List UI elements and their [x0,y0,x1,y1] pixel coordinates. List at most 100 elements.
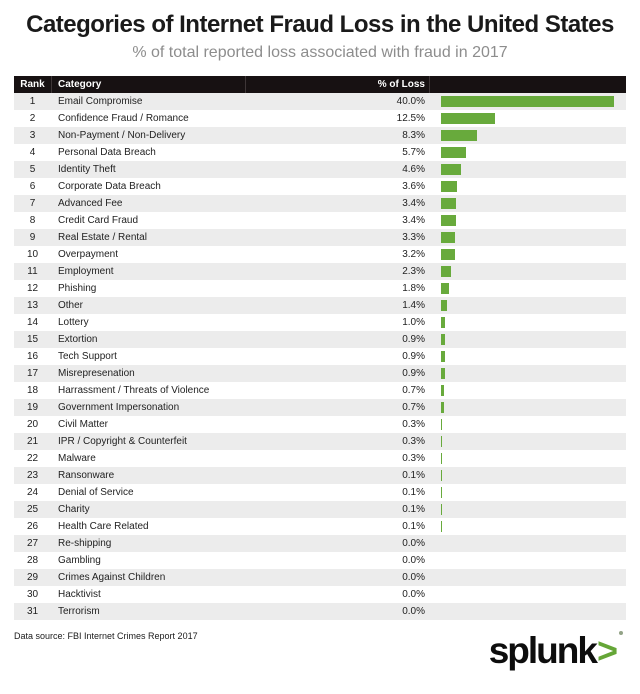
bar-cell [430,297,626,314]
bar-cell [430,93,626,110]
category-cell: Extortion [52,331,246,348]
loss-pct-cell: 0.7% [246,399,430,416]
loss-pct-cell: 12.5% [246,110,430,127]
loss-pct-cell: 0.3% [246,416,430,433]
loss-bar [441,300,447,311]
table-row: 25 Charity 0.1% [14,501,626,518]
rank-cell: 2 [14,110,52,127]
category-cell: Denial of Service [52,484,246,501]
category-cell: Government Impersonation [52,399,246,416]
bar-cell [430,263,626,280]
table-row: 19 Government Impersonation 0.7% [14,399,626,416]
bar-cell [430,314,626,331]
loss-pct-cell: 0.1% [246,484,430,501]
loss-bar [441,317,445,328]
loss-pct-cell: 3.6% [246,178,430,195]
category-cell: Email Compromise [52,93,246,110]
category-cell: Lottery [52,314,246,331]
loss-pct-cell: 0.0% [246,603,430,620]
splunk-logo: splunk> [489,632,626,669]
rank-cell: 29 [14,569,52,586]
category-cell: Hacktivist [52,586,246,603]
loss-bar [441,164,461,175]
category-cell: Ransonware [52,467,246,484]
category-cell: Credit Card Fraud [52,212,246,229]
bar-cell [430,246,626,263]
loss-bar [441,368,445,379]
table-row: 9 Real Estate / Rental 3.3% [14,229,626,246]
category-cell: Real Estate / Rental [52,229,246,246]
table-row: 28 Gambling 0.0% [14,552,626,569]
header-rank: Rank [14,76,52,93]
rank-cell: 20 [14,416,52,433]
bar-cell [430,569,626,586]
loss-bar [441,232,455,243]
rank-cell: 5 [14,161,52,178]
category-cell: Personal Data Breach [52,144,246,161]
category-cell: Re-shipping [52,535,246,552]
table-row: 17 Misrepresenation 0.9% [14,365,626,382]
bar-cell [430,535,626,552]
bar-cell [430,586,626,603]
table-row: 7 Advanced Fee 3.4% [14,195,626,212]
bar-cell [430,195,626,212]
category-cell: Tech Support [52,348,246,365]
splunk-chevron-icon: > [597,630,618,671]
category-cell: Crimes Against Children [52,569,246,586]
loss-pct-cell: 1.8% [246,280,430,297]
loss-bar [441,266,451,277]
category-cell: Civil Matter [52,416,246,433]
table-row: 1 Email Compromise 40.0% [14,93,626,110]
loss-pct-cell: 0.3% [246,433,430,450]
loss-pct-cell: 0.7% [246,382,430,399]
loss-pct-cell: 0.0% [246,569,430,586]
rank-cell: 19 [14,399,52,416]
loss-bar [441,283,449,294]
bar-cell [430,161,626,178]
category-cell: Corporate Data Breach [52,178,246,195]
bar-cell [430,144,626,161]
table-row: 13 Other 1.4% [14,297,626,314]
loss-pct-cell: 5.7% [246,144,430,161]
bar-cell [430,484,626,501]
loss-bar [441,130,477,141]
category-cell: Advanced Fee [52,195,246,212]
loss-bar [441,419,442,430]
table-row: 30 Hacktivist 0.0% [14,586,626,603]
bar-cell [430,552,626,569]
bar-cell [430,110,626,127]
loss-bar [441,113,495,124]
loss-pct-cell: 0.0% [246,535,430,552]
table-row: 16 Tech Support 0.9% [14,348,626,365]
rank-cell: 17 [14,365,52,382]
loss-bar [441,351,445,362]
loss-pct-cell: 0.1% [246,501,430,518]
bar-cell [430,331,626,348]
rank-cell: 25 [14,501,52,518]
rank-cell: 8 [14,212,52,229]
table-body: 1 Email Compromise 40.0% 2 Confidence Fr… [14,93,626,620]
category-cell: Malware [52,450,246,467]
loss-bar [441,453,442,464]
category-cell: Charity [52,501,246,518]
rank-cell: 13 [14,297,52,314]
header-category: Category [52,76,246,93]
loss-bar [441,198,456,209]
rank-cell: 14 [14,314,52,331]
bar-cell [430,280,626,297]
bar-cell [430,467,626,484]
rank-cell: 27 [14,535,52,552]
loss-bar [441,215,456,226]
header-bar-column [430,76,626,93]
loss-bar [441,436,442,447]
loss-pct-cell: 0.9% [246,365,430,382]
data-source-note: Data source: FBI Internet Crimes Report … [14,631,198,641]
table-row: 22 Malware 0.3% [14,450,626,467]
table-row: 6 Corporate Data Breach 3.6% [14,178,626,195]
loss-pct-cell: 0.0% [246,552,430,569]
loss-pct-cell: 2.3% [246,263,430,280]
loss-bar [441,147,466,158]
table-row: 26 Health Care Related 0.1% [14,518,626,535]
bar-cell [430,365,626,382]
table-row: 29 Crimes Against Children 0.0% [14,569,626,586]
